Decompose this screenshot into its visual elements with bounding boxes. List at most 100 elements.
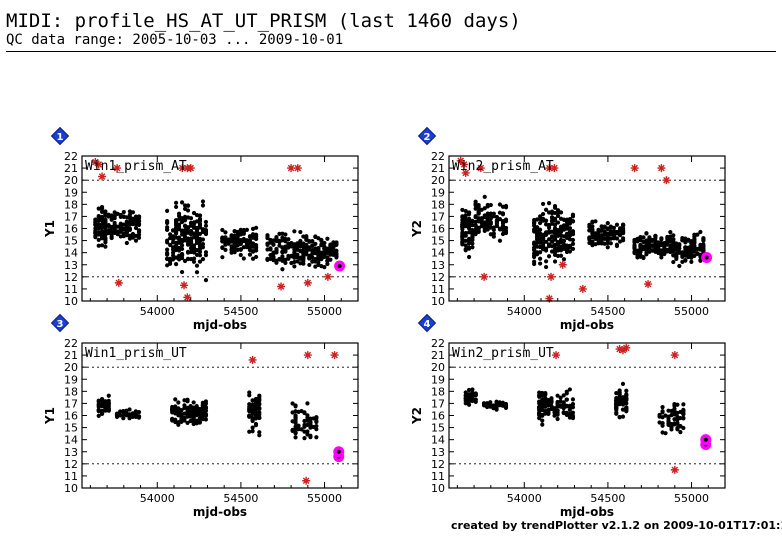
y-tick-label: 12 <box>64 271 78 284</box>
data-point <box>250 418 255 423</box>
data-point <box>179 252 185 257</box>
x-tick-label: 55000 <box>674 492 709 505</box>
data-point <box>293 430 298 435</box>
data-point <box>558 240 564 245</box>
data-point <box>537 413 542 418</box>
data-point <box>659 236 664 241</box>
data-point <box>567 387 572 392</box>
data-point <box>220 255 225 260</box>
data-point <box>650 243 655 249</box>
data-point <box>188 418 193 424</box>
data-point <box>96 399 101 404</box>
y-tick-label: 11 <box>431 470 445 483</box>
data-point <box>549 218 555 224</box>
data-point <box>301 258 306 264</box>
data-point <box>277 257 282 262</box>
data-point <box>188 414 193 419</box>
data-point <box>470 241 475 246</box>
data-point <box>200 404 205 409</box>
y-tick-label: 14 <box>64 434 78 447</box>
outlier-marker <box>630 164 639 173</box>
data-point <box>537 390 542 395</box>
y-tick-label: 13 <box>431 259 445 272</box>
data-point <box>133 410 138 415</box>
data-point <box>302 422 307 428</box>
data-point <box>93 228 98 233</box>
data-point <box>197 412 202 417</box>
data-point <box>254 225 259 230</box>
data-point <box>106 228 111 233</box>
data-point <box>617 388 622 393</box>
data-point <box>497 202 503 207</box>
outlier-marker <box>180 281 189 290</box>
data-point <box>660 430 665 435</box>
data-point <box>277 231 282 236</box>
data-point <box>271 250 276 255</box>
outlier-marker <box>293 164 302 173</box>
data-point <box>494 214 500 220</box>
data-point <box>298 229 303 235</box>
y-tick-label: 12 <box>431 458 445 471</box>
outlier-marker <box>550 164 559 173</box>
data-point <box>165 247 170 252</box>
data-point <box>546 210 552 215</box>
data-point <box>235 232 240 237</box>
data-point <box>701 246 706 251</box>
data-point <box>99 397 105 402</box>
data-point <box>292 247 297 252</box>
data-point <box>614 410 619 415</box>
outlier-marker <box>657 164 666 173</box>
data-point <box>494 223 500 229</box>
data-point <box>200 203 206 208</box>
header-divider <box>6 51 776 52</box>
data-point <box>334 254 339 259</box>
data-point <box>191 250 197 255</box>
data-point <box>602 229 607 234</box>
data-point <box>488 400 493 405</box>
data-point <box>136 235 142 240</box>
data-point <box>114 411 120 417</box>
x-tick-label: 54000 <box>507 305 542 318</box>
data-point <box>666 414 671 419</box>
data-point <box>674 252 679 257</box>
data-point <box>677 249 682 254</box>
plot-frame <box>448 155 726 302</box>
outlier-marker <box>476 164 485 173</box>
data-point <box>307 239 312 244</box>
data-point <box>659 255 664 260</box>
data-point <box>99 402 105 407</box>
data-point <box>298 249 303 254</box>
data-point <box>188 256 194 262</box>
data-point <box>570 402 576 407</box>
data-point <box>293 416 298 421</box>
data-point <box>99 218 105 223</box>
data-point <box>308 421 313 427</box>
data-point <box>200 227 206 232</box>
data-point <box>543 207 549 212</box>
data-point <box>121 412 126 417</box>
data-point <box>689 259 694 264</box>
data-point <box>274 246 279 252</box>
data-point <box>290 410 295 415</box>
data-point <box>200 199 206 204</box>
data-point <box>482 220 487 225</box>
data-point <box>570 214 576 219</box>
data-point <box>587 228 592 233</box>
plot-frame <box>81 155 359 302</box>
chart-title: Win2_prism_AT <box>452 159 554 174</box>
data-point <box>136 410 142 415</box>
data-point <box>176 408 181 414</box>
data-point <box>552 242 558 248</box>
y-tick-label: 11 <box>64 470 78 483</box>
y-tick-label: 13 <box>64 259 78 272</box>
y-tick-label: 20 <box>64 174 78 187</box>
data-point <box>223 247 228 253</box>
chart-badge-number: 2 <box>424 132 431 143</box>
data-point <box>93 222 98 228</box>
data-point <box>118 409 123 414</box>
data-point <box>466 402 472 407</box>
data-point <box>179 200 185 205</box>
data-point <box>675 417 680 423</box>
data-point <box>293 404 298 409</box>
data-point <box>546 225 552 230</box>
